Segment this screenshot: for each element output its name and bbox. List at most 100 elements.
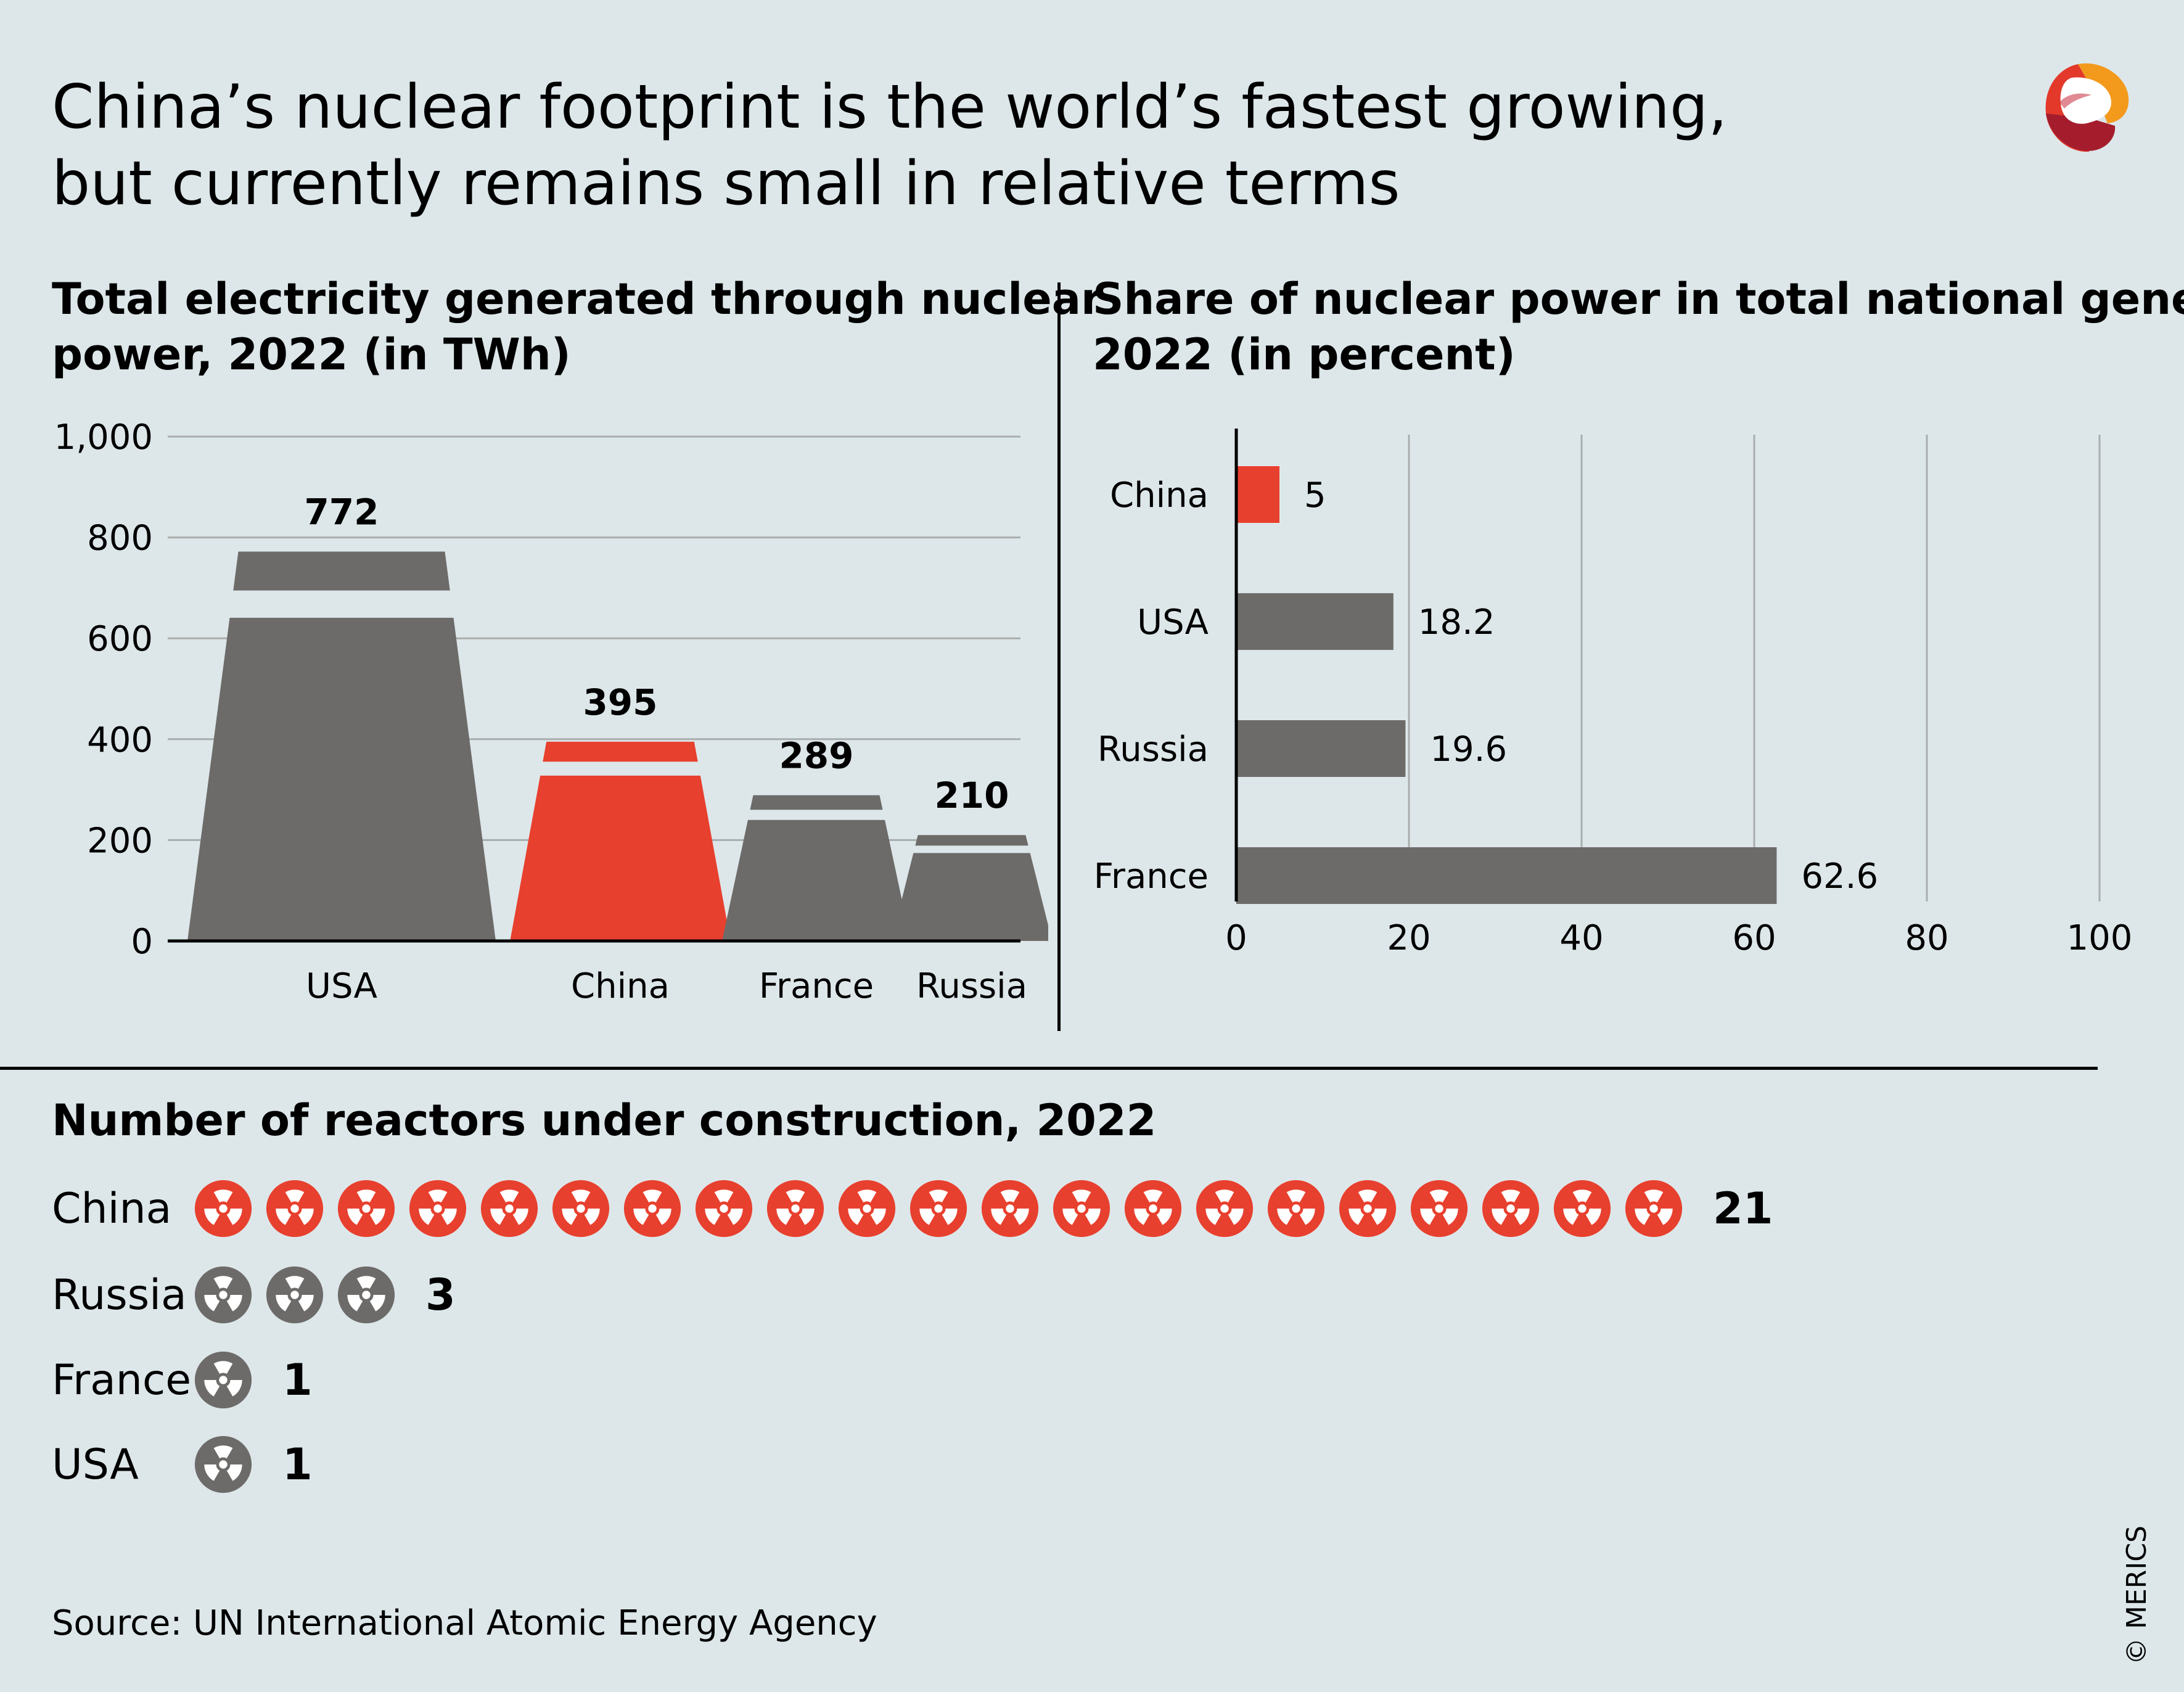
chart3-title: Number of reactors under construction, 2… xyxy=(52,1095,1157,1146)
chart1-value-label: 395 xyxy=(583,681,657,723)
radiation-icon xyxy=(194,1180,252,1238)
chart2-category-label: USA xyxy=(1137,602,1209,643)
radiation-icon xyxy=(194,1351,252,1409)
chart1-category-label: Russia xyxy=(916,966,1027,1006)
chart2-x-tick-label: 0 xyxy=(1225,918,1247,958)
chart2-bar-russia xyxy=(1236,720,1406,777)
chart2-bar-usa xyxy=(1236,593,1394,650)
chart2-title-line2: 2022 (in percent) xyxy=(1093,329,1516,380)
radiation-icon xyxy=(838,1180,896,1238)
chart1-y-tick-label: 200 xyxy=(87,821,153,861)
radiation-icon xyxy=(1124,1180,1182,1238)
chart1-category-label: USA xyxy=(306,966,377,1006)
reactor-row-count: 3 xyxy=(425,1270,456,1320)
chart1-bar-russia xyxy=(891,835,1048,941)
main-title-line2: but currently remains small in relative … xyxy=(52,149,1400,219)
radiation-icon xyxy=(409,1180,467,1238)
chart1-category-label: China xyxy=(571,966,670,1006)
radiation-icon xyxy=(266,1266,324,1324)
chart2-bar-france xyxy=(1236,847,1777,904)
chart2-x-tick-label: 40 xyxy=(1559,918,1603,958)
chart1-bar-band xyxy=(538,762,703,776)
reactor-icon-group xyxy=(194,1435,265,1494)
source-note: Source: UN International Atomic Energy A… xyxy=(52,1603,877,1643)
radiation-icon xyxy=(1553,1180,1611,1238)
reactor-row-country: Russia xyxy=(52,1270,187,1320)
reactor-row-count: 1 xyxy=(282,1355,313,1405)
radiation-icon xyxy=(1339,1180,1397,1238)
chart2-title: Share of nuclear power in total national… xyxy=(1093,271,2184,382)
reactor-row-count: 21 xyxy=(1713,1183,1773,1234)
chart2-category-label: France xyxy=(1094,856,1209,897)
main-title-line1: China’s nuclear footprint is the world’s… xyxy=(52,72,1728,142)
radiation-icon xyxy=(1625,1180,1683,1238)
reactor-row-country: China xyxy=(52,1184,172,1233)
reactor-row-usa: USA 1 xyxy=(52,1434,313,1495)
horizontal-divider xyxy=(0,1067,2098,1070)
chart1-title: Total electricity generated through nucl… xyxy=(52,271,1102,382)
merics-logo-icon xyxy=(2045,63,2129,152)
vertical-divider xyxy=(1057,282,1061,1031)
chart1-bar-band xyxy=(227,590,456,618)
chart2-title-line1: Share of nuclear power in total national… xyxy=(1093,274,2184,324)
reactor-icon-group xyxy=(194,1179,1696,1238)
radiation-icon xyxy=(480,1180,538,1238)
chart1-total-generation: 0 200 400 600 800 1,000 772 395 289 210 USA China… xyxy=(54,417,1048,1006)
radiation-icon xyxy=(1196,1180,1254,1238)
chart2-x-tick-label: 100 xyxy=(2067,918,2133,958)
radiation-icon xyxy=(552,1180,610,1238)
chart1-y-tick-label: 1,000 xyxy=(54,417,153,458)
copyright: © MERICS xyxy=(2121,1526,2153,1665)
reactor-row-france: France 1 xyxy=(52,1349,313,1411)
chart1-y-tick-label: 600 xyxy=(87,619,153,659)
chart2-value-label: 19.6 xyxy=(1430,729,1507,770)
radiation-icon xyxy=(1482,1180,1540,1238)
chart1-bar-band xyxy=(745,810,888,820)
radiation-icon xyxy=(194,1435,252,1493)
chart2-category-label: China xyxy=(1110,475,1209,515)
chart1-y-tick-label: 0 xyxy=(131,922,153,962)
radiation-icon xyxy=(266,1180,324,1238)
chart2-value-label: 5 xyxy=(1304,475,1326,515)
radiation-icon xyxy=(695,1180,753,1238)
chart2-bar-china xyxy=(1236,466,1279,523)
reactor-row-count: 1 xyxy=(282,1439,313,1490)
radiation-icon xyxy=(337,1180,395,1238)
chart1-bar-france xyxy=(722,795,911,941)
reactor-row-china: China 21 xyxy=(52,1178,1773,1239)
radiation-icon xyxy=(766,1180,824,1238)
chart1-value-label: 210 xyxy=(934,774,1009,816)
reactor-row-country: France xyxy=(52,1355,192,1405)
radiation-icon xyxy=(337,1266,395,1324)
chart1-bar-usa xyxy=(187,551,496,941)
chart1-y-tick-label: 800 xyxy=(87,519,153,559)
chart1-bar-china xyxy=(510,741,731,941)
chart2-x-tick-label: 60 xyxy=(1732,918,1776,958)
chart2-x-tick-label: 20 xyxy=(1387,918,1431,958)
chart1-bar-band xyxy=(911,845,1033,853)
chart2-category-label: Russia xyxy=(1098,729,1209,770)
radiation-icon xyxy=(194,1266,252,1324)
reactor-row-country: USA xyxy=(52,1440,139,1489)
chart1-value-label: 772 xyxy=(304,491,379,533)
chart1-title-line2: power, 2022 (in TWh) xyxy=(52,329,571,380)
chart2-x-tick-label: 80 xyxy=(1905,918,1948,958)
chart2-value-label: 18.2 xyxy=(1418,602,1495,643)
reactor-icon-group xyxy=(194,1265,408,1324)
chart1-title-line1: Total electricity generated through nucl… xyxy=(52,274,1102,324)
main-title: China’s nuclear footprint is the world’s… xyxy=(52,69,1727,222)
radiation-icon xyxy=(981,1180,1039,1238)
radiation-icon xyxy=(909,1180,967,1238)
radiation-icon xyxy=(1267,1180,1325,1238)
radiation-icon xyxy=(1053,1180,1110,1238)
chart1-category-label: France xyxy=(759,966,874,1006)
chart2-value-label: 62.6 xyxy=(1801,856,1878,897)
chart2-share-of-nuclear: 5 18.2 19.6 62.6 China USA Russia France 0 20 40… xyxy=(1094,429,2133,958)
chart1-value-label: 289 xyxy=(779,735,853,777)
radiation-icon xyxy=(1410,1180,1468,1238)
radiation-icon xyxy=(623,1180,681,1238)
reactor-row-russia: Russia 3 xyxy=(52,1264,456,1326)
reactor-icon-group xyxy=(194,1350,265,1410)
chart1-y-tick-label: 400 xyxy=(87,720,153,760)
